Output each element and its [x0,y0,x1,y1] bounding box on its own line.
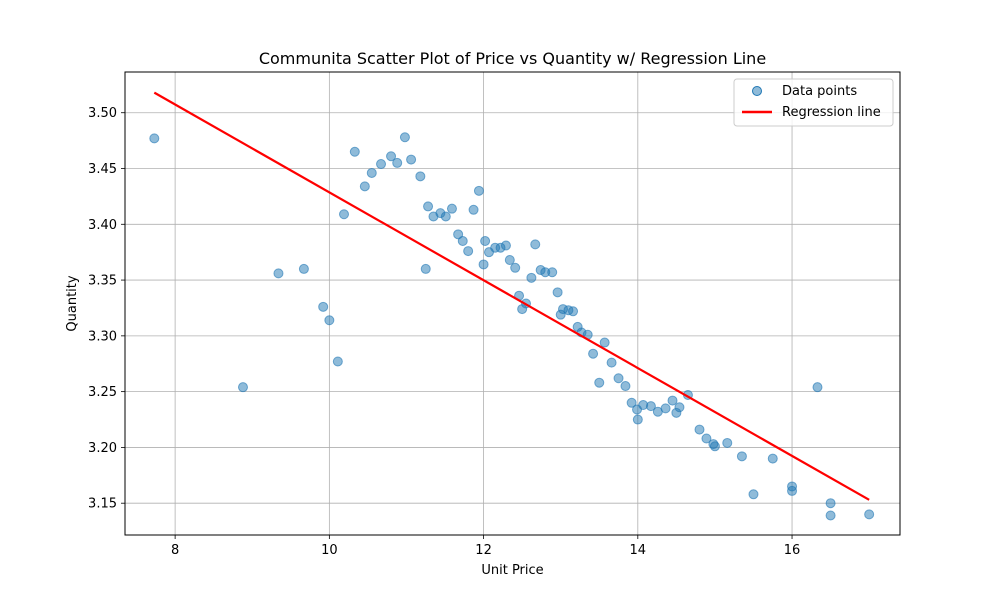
y-tick-label: 3.20 [88,441,117,456]
grid [125,72,900,535]
y-axis-ticks: 3.15 3.20 3.25 3.30 3.35 3.40 3.45 3.50 [88,106,125,512]
x-axis-ticks: 8 10 12 14 16 [171,535,800,558]
data-point [812,382,823,393]
data-point [864,509,875,520]
y-axis-label: Quantity [65,275,80,331]
data-point [645,401,656,412]
y-tick-label: 3.15 [88,497,117,512]
regression-line [153,91,870,501]
x-tick-label: 12 [475,543,492,558]
data-point [504,254,515,265]
data-point [599,337,610,348]
data-point [420,263,431,274]
x-tick-label: 8 [171,543,179,558]
data-point [457,236,468,247]
y-tick-label: 3.25 [88,385,117,400]
data-point [392,157,403,168]
data-point [406,154,417,165]
data-point [446,203,457,214]
data-point [423,201,434,212]
data-point [748,489,759,500]
data-point [530,239,541,250]
data-point [825,510,836,521]
legend-label-data-points: Data points [782,84,857,99]
data-point [399,132,410,143]
data-point [552,287,563,298]
data-point [500,240,511,251]
legend-marker-data-points [752,86,762,96]
data-point [366,167,377,178]
data-point [237,382,248,393]
data-point [473,185,484,196]
plot-area [149,91,875,521]
data-point [632,414,643,425]
data-point [736,451,747,462]
data-point [273,268,284,279]
data-point [526,272,537,283]
data-point [626,397,637,408]
x-axis-label: Unit Price [481,563,543,578]
y-tick-label: 3.45 [88,162,117,177]
data-point [415,171,426,182]
legend: Data points Regression line [733,78,894,127]
data-point [318,301,329,312]
y-tick-label: 3.40 [88,218,117,233]
data-point [453,229,464,240]
data-point [767,453,778,464]
data-point [386,151,397,162]
data-point [674,402,685,413]
chart-title: Communita Scatter Plot of Price vs Quant… [259,49,766,68]
data-point [722,437,733,448]
data-point [149,133,160,144]
data-point [701,433,712,444]
data-point [594,377,605,388]
data-point [709,441,720,452]
data-point [359,181,370,192]
y-tick-label: 3.30 [88,329,117,344]
data-point [468,204,479,215]
data-point [568,306,579,317]
data-point [478,259,489,270]
y-tick-label: 3.35 [88,274,117,289]
data-point [825,498,836,509]
data-point [667,395,678,406]
data-point [660,403,671,414]
y-tick-label: 3.50 [88,106,117,121]
data-point [613,373,624,384]
data-point [339,209,350,220]
data-point [694,424,705,435]
data-point [480,236,491,247]
legend-label-regression-line: Regression line [782,105,881,120]
data-point [588,348,599,359]
data-point [349,146,360,157]
legend-frame [733,78,894,127]
data-point [620,381,631,392]
data-point [440,211,451,222]
data-point [787,485,798,496]
data-point [606,357,617,368]
data-point [510,262,521,273]
x-tick-label: 14 [630,543,647,558]
data-point [547,267,558,278]
x-tick-label: 10 [321,543,338,558]
plot-frame [124,71,901,536]
x-tick-label: 16 [784,543,801,558]
data-point [463,246,474,257]
data-point [324,315,335,326]
data-point [298,263,309,274]
data-point [376,159,387,170]
data-point [332,356,343,367]
